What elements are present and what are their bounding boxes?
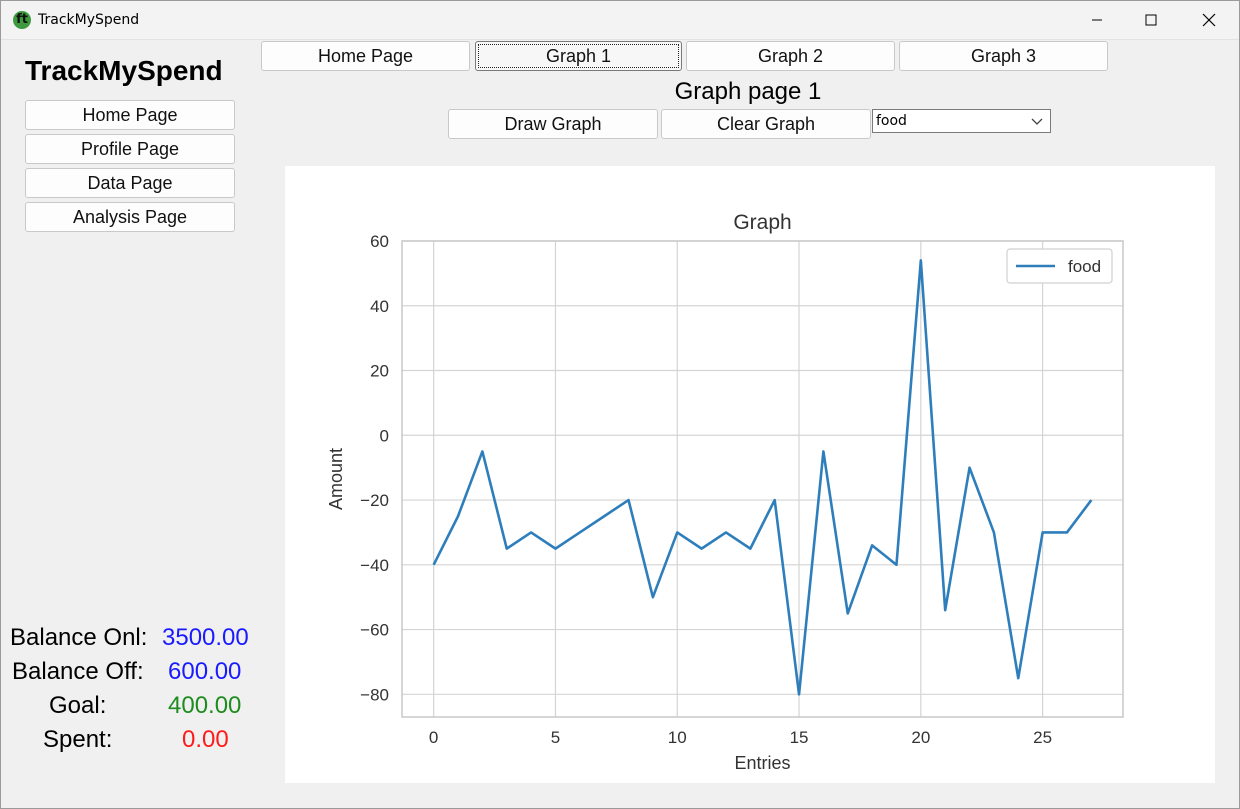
top-nav-graph-3[interactable]: Graph 3: [899, 41, 1108, 71]
goal-label: Goal:: [49, 692, 107, 719]
app-logo-icon: ft: [13, 11, 31, 29]
chart-title: Graph: [733, 211, 791, 234]
y-tick-label: 20: [370, 362, 389, 381]
minimize-button[interactable]: [1074, 1, 1120, 39]
x-tick-label: 15: [790, 728, 809, 747]
side-nav-data[interactable]: Data Page: [25, 168, 235, 198]
title-bar: ft TrackMySpend: [1, 1, 1239, 40]
brand-title: TrackMySpend: [25, 55, 223, 86]
spent-value: 0.00: [182, 726, 229, 753]
legend-label: food: [1068, 257, 1101, 276]
maximize-icon: [1145, 14, 1157, 26]
y-tick-label: 40: [370, 297, 389, 316]
x-tick-label: 5: [551, 728, 560, 747]
window-title: TrackMySpend: [38, 12, 140, 28]
y-axis-label: Amount: [326, 448, 346, 510]
side-nav-analysis[interactable]: Analysis Page: [25, 202, 235, 232]
draw-graph-button[interactable]: Draw Graph: [448, 109, 658, 139]
close-icon: [1202, 13, 1216, 27]
x-tick-label: 0: [429, 728, 438, 747]
y-tick-label: −60: [360, 621, 389, 640]
minimize-icon: [1092, 19, 1102, 21]
y-tick-label: −40: [360, 556, 389, 575]
side-nav-profile[interactable]: Profile Page: [25, 134, 235, 164]
close-button[interactable]: [1186, 1, 1232, 39]
x-tick-label: 20: [911, 728, 930, 747]
balance-online-value: 3500.00: [162, 624, 249, 651]
y-tick-label: 0: [380, 426, 389, 445]
x-axis-label: Entries: [734, 753, 790, 773]
balance-offline-label: Balance Off:: [12, 658, 144, 685]
maximize-button[interactable]: [1128, 1, 1174, 39]
top-nav-graph-1[interactable]: Graph 1: [475, 41, 682, 71]
x-tick-label: 10: [668, 728, 687, 747]
top-nav-graph-2[interactable]: Graph 2: [686, 41, 895, 71]
y-tick-label: −20: [360, 491, 389, 510]
y-tick-label: −80: [360, 685, 389, 704]
top-nav-home[interactable]: Home Page: [261, 41, 470, 71]
goal-value: 400.00: [168, 692, 242, 719]
spent-label: Spent:: [43, 726, 113, 753]
axes-frame: [401, 240, 1124, 718]
y-tick-label: 60: [370, 232, 389, 251]
category-select-value: food: [876, 113, 907, 129]
category-select[interactable]: food: [872, 109, 1051, 133]
x-tick-label: 25: [1033, 728, 1052, 747]
page-heading: Graph page 1: [674, 78, 822, 105]
graph-canvas: 0 5 10 15 20 25 60 40 20 0 −20 −40 −60 −80 Graph Entrie…: [285, 166, 1215, 783]
balance-online-label: Balance Onl:: [10, 624, 148, 651]
series-line-food: [432, 259, 1093, 696]
legend-box: [1006, 248, 1113, 284]
chevron-down-icon: [1031, 118, 1043, 125]
balance-offline-value: 600.00: [168, 658, 242, 685]
line-chart: 0 5 10 15 20 25 60 40 20 0 −20 −40 −60 −80 Graph Entrie…: [326, 211, 1124, 773]
side-nav-home[interactable]: Home Page: [25, 100, 235, 130]
clear-graph-button[interactable]: Clear Graph: [661, 109, 871, 139]
